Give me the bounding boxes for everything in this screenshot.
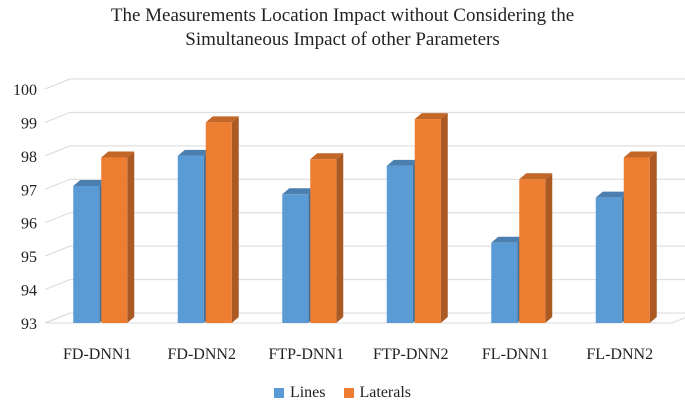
bar-top-laterals-fd-dnn1 (101, 151, 135, 158)
x-tick-label: FTP-DNN2 (373, 346, 449, 363)
bar-lines-fd-dnn1 (73, 185, 100, 323)
bar-top-laterals-fl-dnn2 (623, 151, 657, 158)
gridline-side (44, 78, 71, 90)
bar-top-laterals-fd-dnn2 (205, 116, 239, 123)
legend-label-laterals: Laterals (359, 384, 412, 401)
legend-item-laterals: Laterals (343, 384, 412, 402)
x-tick-label: FL-DNN2 (586, 346, 653, 363)
bar-lines-ftp-dnn1 (282, 194, 309, 323)
bar-top-laterals-ftp-dnn2 (414, 113, 448, 120)
chart-title: The Measurements Location Impact without… (0, 4, 685, 52)
y-tick-label: 94 (21, 283, 37, 300)
bar-laterals-ftp-dnn2 (414, 119, 441, 323)
bar-side-laterals-ftp-dnn1 (336, 153, 344, 323)
y-tick-label: 100 (13, 82, 37, 99)
bar-top-laterals-ftp-dnn1 (310, 153, 344, 160)
gridline-side (44, 212, 71, 224)
bar-lines-fl-dnn2 (595, 197, 622, 323)
bar-top-laterals-fl-dnn1 (519, 173, 553, 180)
gridline-side (44, 279, 71, 291)
bar-laterals-fd-dnn1 (101, 157, 128, 323)
x-tick-label: FD-DNN2 (168, 346, 236, 363)
bar-top-lines-ftp-dnn2 (386, 159, 420, 166)
y-tick-label: 95 (21, 249, 37, 266)
bar-laterals-fl-dnn2 (623, 157, 650, 323)
gridline-side (44, 111, 71, 123)
gridline-side (44, 145, 71, 157)
bar-top-lines-fd-dnn2 (177, 149, 211, 156)
legend: Lines Laterals (0, 384, 685, 402)
bar-side-laterals-fd-dnn1 (127, 151, 135, 323)
gridline-side (44, 178, 71, 190)
bar-side-laterals-ftp-dnn2 (440, 113, 448, 323)
x-tick-label: FD-DNN1 (63, 346, 131, 363)
bar-lines-fl-dnn1 (491, 242, 518, 323)
bar-lines-ftp-dnn2 (386, 165, 413, 323)
legend-swatch-laterals (343, 388, 354, 398)
bar-laterals-fl-dnn1 (519, 179, 546, 323)
legend-label-lines: Lines (289, 384, 326, 401)
chart-title-line-2: Simultaneous Impact of other Parameters (185, 29, 500, 50)
bar-laterals-fd-dnn2 (205, 122, 232, 323)
bar-side-laterals-fd-dnn2 (231, 116, 239, 323)
x-tick-label: FL-DNN1 (482, 346, 549, 363)
bar-top-lines-fd-dnn1 (73, 179, 107, 186)
bar-laterals-ftp-dnn1 (310, 159, 337, 323)
bar-top-lines-fl-dnn1 (491, 236, 525, 243)
y-tick-label: 97 (21, 182, 37, 199)
bar-side-laterals-fl-dnn2 (649, 151, 657, 323)
y-tick-label: 99 (21, 115, 37, 132)
legend-swatch-lines (273, 388, 284, 398)
y-tick-label: 98 (21, 149, 37, 166)
gridline-side (44, 245, 71, 257)
x-tick-label: FTP-DNN1 (268, 346, 344, 363)
chart-title-line-1: The Measurements Location Impact without… (110, 5, 575, 26)
bar-side-laterals-fl-dnn1 (545, 173, 553, 323)
chart-floor (44, 312, 685, 324)
gridline-side (44, 312, 71, 324)
bar-top-lines-ftp-dnn1 (282, 188, 316, 195)
y-tick-label: 93 (21, 316, 37, 333)
bar-lines-fd-dnn2 (177, 155, 204, 323)
legend-item-lines: Lines (273, 384, 326, 402)
y-tick-label: 96 (21, 216, 37, 233)
bar-top-lines-fl-dnn2 (595, 191, 629, 198)
